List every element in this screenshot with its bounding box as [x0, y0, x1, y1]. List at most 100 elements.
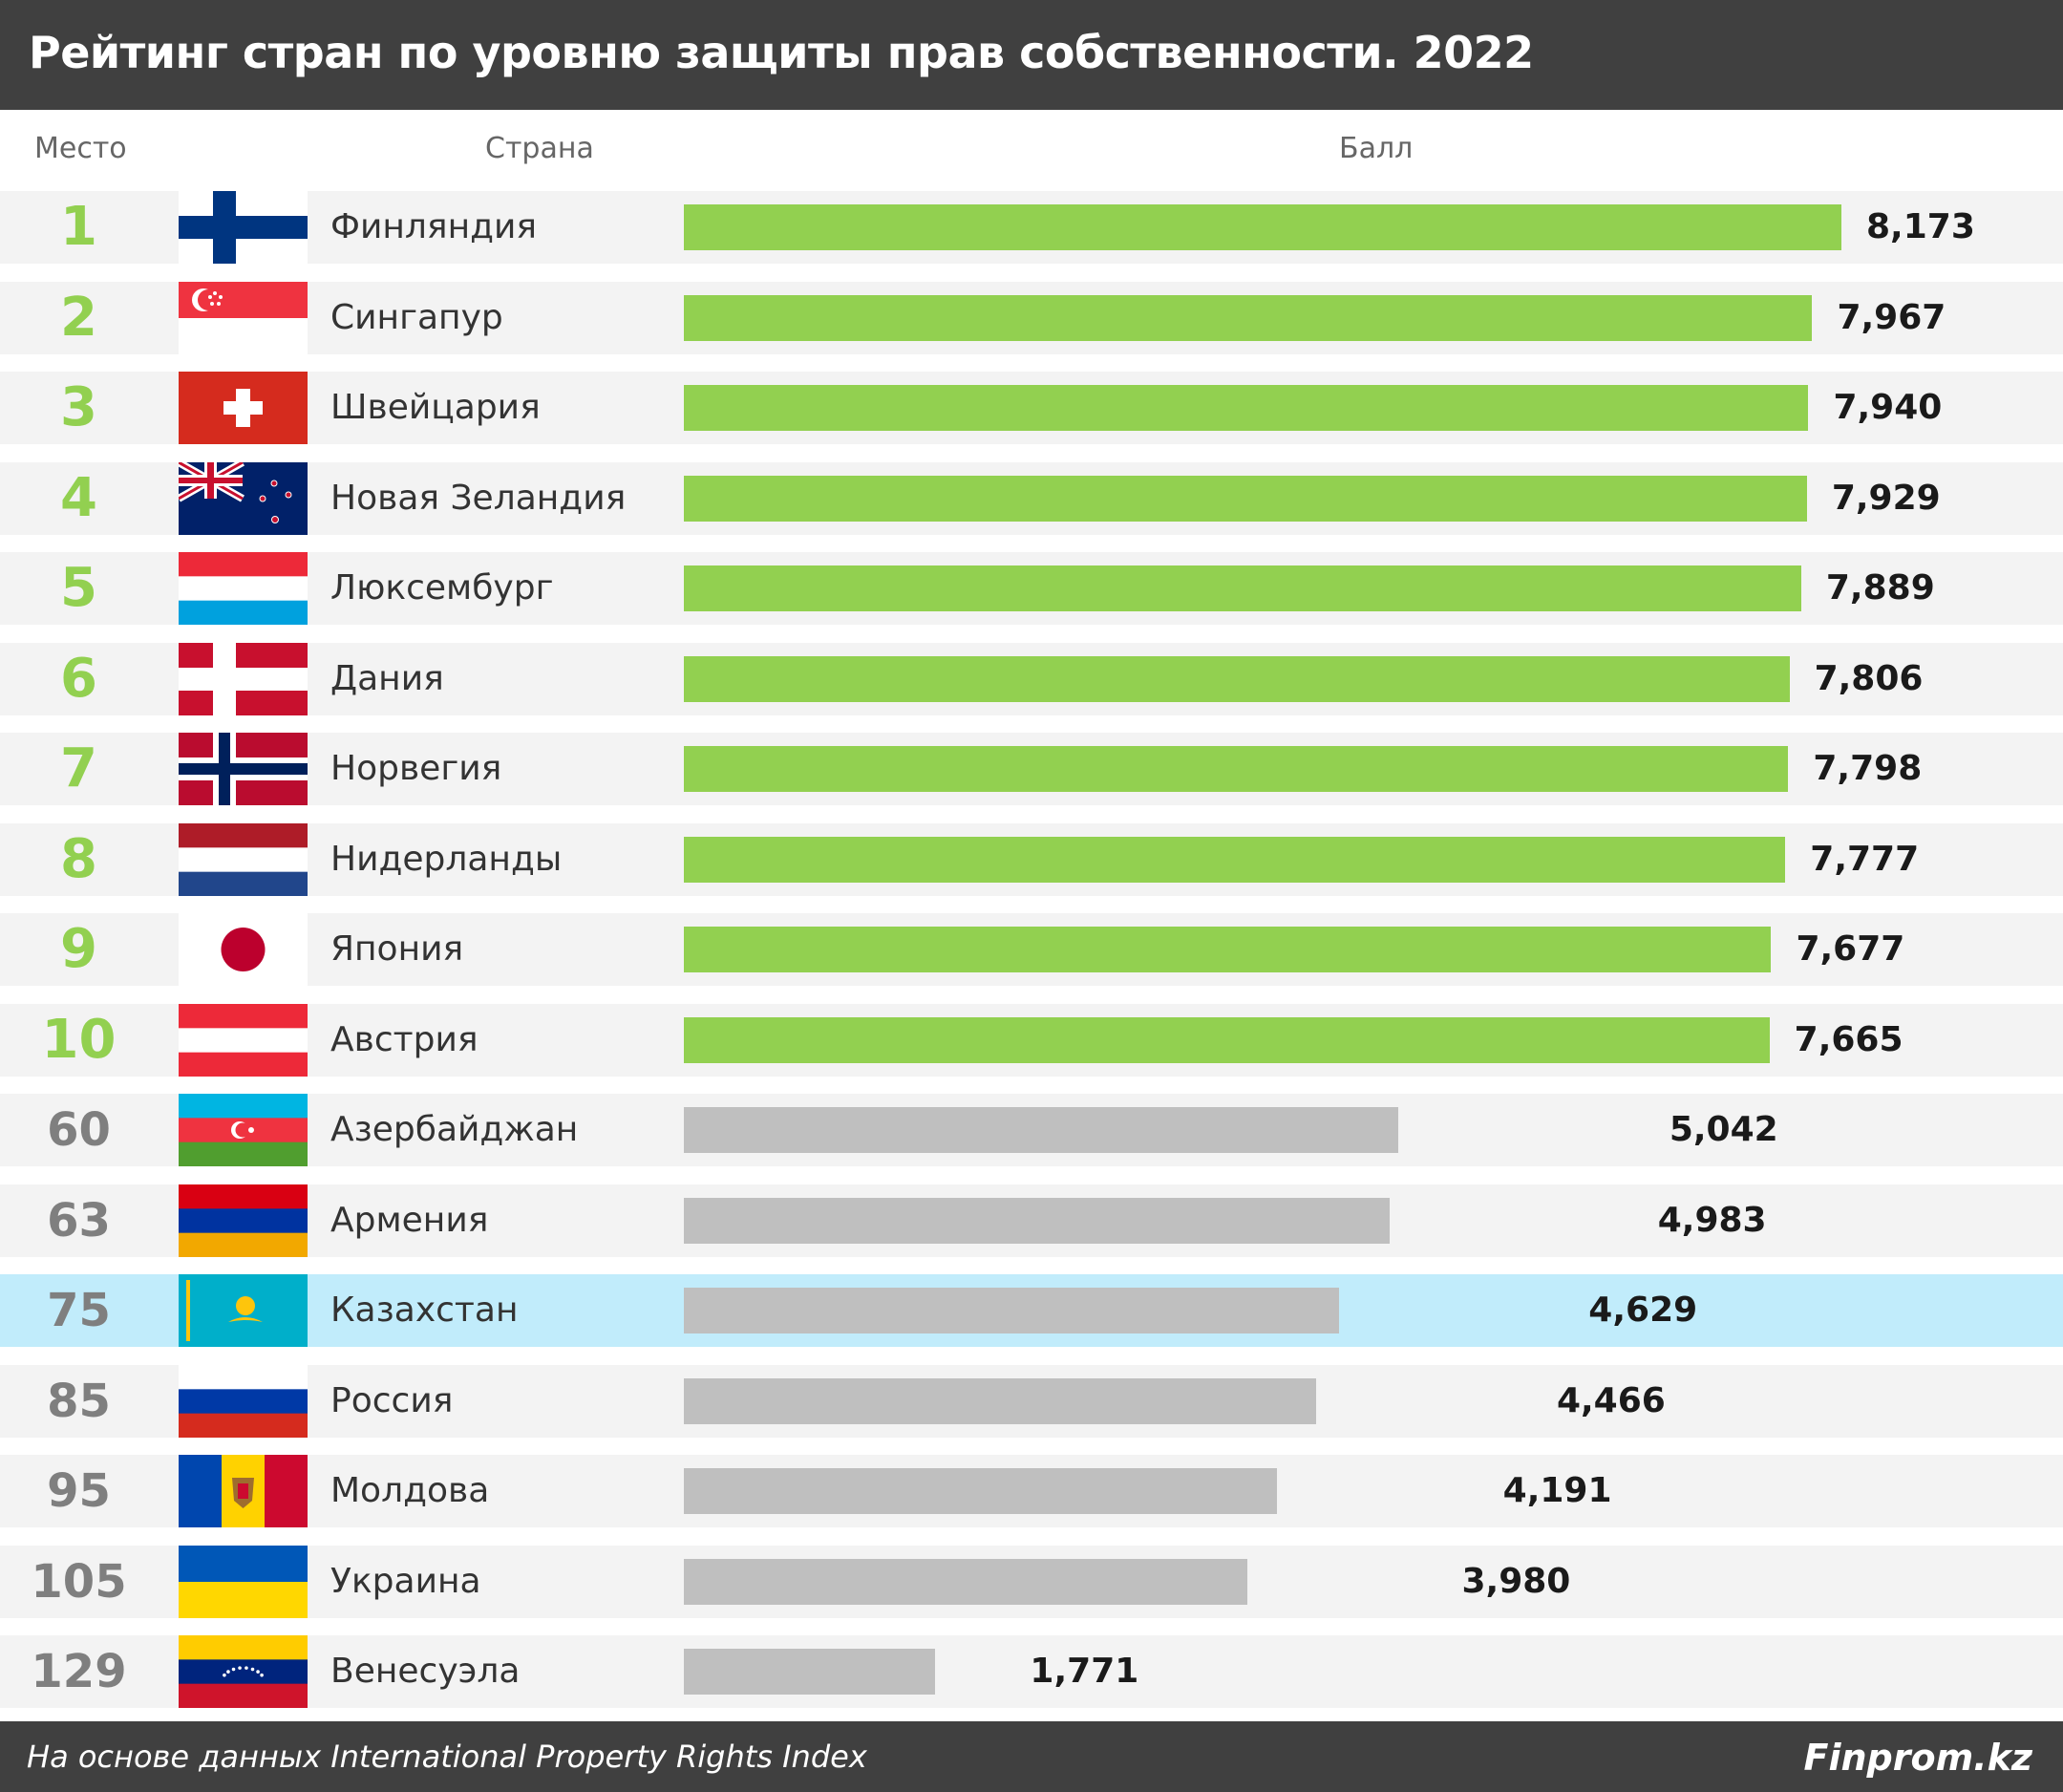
rank-label: 5: [60, 557, 97, 619]
score-bar: [684, 1197, 1390, 1244]
table-row: 4 Новая Зеландия 7,929: [0, 459, 2063, 535]
score-value: 7,929: [1831, 478, 1941, 518]
score-value: 7,967: [1837, 297, 1946, 337]
score-bar: [684, 294, 1813, 341]
brand-logo: Finprom.kz: [1803, 1737, 2032, 1779]
score-value: 7,798: [1813, 749, 1923, 788]
rank-label: 105: [31, 1554, 127, 1609]
russia-flag-icon: [179, 1364, 308, 1438]
table-row: 105 Украина 3,980: [0, 1545, 2063, 1618]
rank-label: 95: [47, 1464, 111, 1518]
score-value: 7,665: [1794, 1019, 1903, 1059]
moldova-flag-icon: [179, 1455, 308, 1527]
country-label: Финляндия: [330, 207, 538, 246]
score-bar: [684, 475, 1807, 522]
rank-label: 10: [41, 1008, 117, 1071]
score-bar: [684, 204, 1841, 250]
azerbaijan-flag-icon: [179, 1094, 308, 1167]
score-value: 8,173: [1866, 207, 1975, 246]
rank-label: 4: [60, 466, 97, 529]
country-label: Новая Зеландия: [330, 478, 627, 518]
country-label: Нидерланды: [330, 839, 563, 879]
header-rank: Место: [34, 132, 127, 165]
table-row: 75 Казахстан 4,629: [0, 1274, 2063, 1347]
table-row: 7 Норвегия 7,798: [0, 733, 2063, 805]
ukraine-flag-icon: [179, 1545, 308, 1618]
score-bar: [684, 1288, 1340, 1333]
table-row: 63 Армения 4,983: [0, 1184, 2063, 1257]
rank-label: 3: [60, 376, 97, 438]
score-bar: [684, 1107, 1398, 1153]
country-label: Австрия: [330, 1019, 479, 1059]
rank-label: 8: [60, 827, 97, 890]
austria-flag-icon: [179, 1003, 308, 1077]
score-value: 4,466: [1556, 1380, 1666, 1420]
score-bar: [684, 1558, 1248, 1605]
score-value: 7,889: [1825, 568, 1935, 608]
score-value: 7,806: [1814, 658, 1924, 698]
score-value: 4,191: [1502, 1471, 1612, 1510]
header-country: Страна: [485, 132, 594, 165]
footer: На основе данных International Property …: [0, 1721, 2063, 1792]
singapore-flag-icon: [179, 281, 308, 354]
table-row: 10 Австрия 7,665: [0, 1003, 2063, 1077]
score-bar: [684, 1649, 935, 1695]
rank-label: 2: [60, 286, 97, 349]
country-label: Армения: [330, 1200, 489, 1240]
country-label: Украина: [330, 1561, 481, 1601]
rank-label: 6: [60, 647, 97, 710]
kazakhstan-flag-icon: [179, 1274, 308, 1347]
score-value: 7,940: [1833, 388, 1943, 427]
rank-label: 7: [60, 737, 97, 800]
table-row: 95 Молдова 4,191: [0, 1455, 2063, 1527]
table-row: 5 Люксембург 7,889: [0, 552, 2063, 626]
country-label: Сингапур: [330, 297, 503, 337]
score-bar: [684, 927, 1772, 972]
country-label: Люксембург: [330, 568, 554, 608]
country-label: Венесуэла: [330, 1652, 521, 1691]
title-bar: Рейтинг стран по уровню защиты прав собс…: [0, 0, 2063, 110]
table-row: 3 Швейцария 7,940: [0, 372, 2063, 444]
table-row: 1 Финляндия 8,173: [0, 191, 2063, 264]
score-bar: [684, 836, 1786, 883]
country-label: Россия: [330, 1380, 454, 1420]
table-row: 129 Венесуэла 1,771: [0, 1635, 2063, 1709]
armenia-flag-icon: [179, 1184, 308, 1257]
country-label: Дания: [330, 658, 444, 698]
score-bar: [684, 1377, 1317, 1424]
score-bar: [684, 565, 1801, 611]
venezuela-flag-icon: [179, 1635, 308, 1709]
rank-label: 129: [31, 1645, 127, 1698]
rank-label: 9: [60, 918, 97, 980]
country-label: Азербайджан: [330, 1110, 579, 1149]
rank-label: 75: [47, 1284, 111, 1337]
country-label: Казахстан: [330, 1291, 519, 1330]
table-row: 85 Россия 4,466: [0, 1364, 2063, 1438]
japan-flag-icon: [179, 913, 308, 986]
country-label: Швейцария: [330, 388, 541, 427]
table-row: 6 Дания 7,806: [0, 642, 2063, 715]
country-label: Молдова: [330, 1471, 490, 1510]
score-bar: [684, 746, 1789, 792]
source-note: На основе данных International Property …: [27, 1739, 867, 1775]
chart-title: Рейтинг стран по уровню защиты прав собс…: [29, 27, 1534, 78]
country-label: Норвегия: [330, 749, 502, 788]
rank-label: 63: [47, 1193, 111, 1248]
score-value: 1,771: [1030, 1652, 1139, 1691]
score-bar: [684, 1016, 1770, 1063]
score-bar: [684, 385, 1809, 431]
score-value: 4,983: [1657, 1200, 1767, 1240]
score-bar: [684, 1468, 1278, 1514]
new-zealand-flag-icon: [177, 459, 308, 535]
score-value: 4,629: [1588, 1291, 1698, 1330]
country-label: Япония: [330, 929, 464, 969]
header-score: Балл: [1339, 132, 1414, 165]
score-value: 7,777: [1810, 839, 1920, 879]
finland-flag-icon: [179, 191, 308, 264]
luxembourg-flag-icon: [179, 552, 308, 626]
rank-label: 60: [47, 1103, 111, 1157]
table-row: 8 Нидерланды 7,777: [0, 822, 2063, 896]
rank-label: 85: [47, 1374, 111, 1428]
table-row: 9 Япония 7,677: [0, 913, 2063, 986]
denmark-flag-icon: [179, 642, 308, 715]
